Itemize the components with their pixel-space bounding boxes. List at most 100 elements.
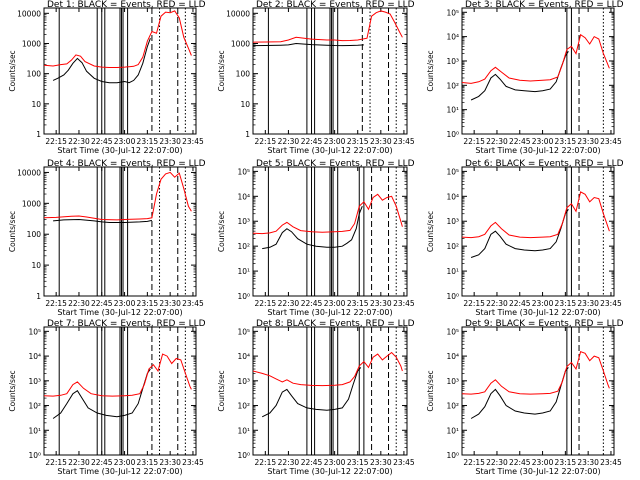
- x-tick-label: 22:45: [301, 299, 323, 308]
- series-lld-line: [44, 353, 192, 397]
- x-axis-label: Start Time (30-Jul-12 22:07:00): [267, 467, 392, 476]
- x-tick-label: 23:15: [137, 299, 159, 308]
- plot-frame: [461, 166, 615, 297]
- x-tick-label: 22:45: [509, 299, 531, 308]
- panel-det-4: Det 4: BLACK = Events, RED = LLD 1 10 100 10…: [8, 159, 206, 317]
- x-tick-label: 23:45: [600, 137, 622, 146]
- series-lld-line: [44, 10, 192, 68]
- x-tick-label: 22:45: [91, 458, 113, 467]
- x-tick-label: 22:30: [278, 137, 300, 146]
- y-tick-label: 10¹: [446, 267, 459, 276]
- y-tick-label: 10³: [446, 57, 459, 66]
- y-tick-label: 10⁰: [237, 292, 250, 301]
- panel-det-5: Det 5: BLACK = Events, RED = LLD 10⁰ 10¹ 10…: [217, 159, 415, 317]
- y-tick-label: 10⁰: [446, 292, 459, 301]
- panel-title: Det 8: BLACK = Events, RED = LLD: [256, 319, 415, 329]
- panel-det-3: Det 3: BLACK = Events, RED = LLD 10⁰ 10¹ 10…: [426, 0, 624, 155]
- y-tick-label: 10⁴: [237, 352, 250, 361]
- x-axis-label: Start Time (30-Jul-12 22:07:00): [57, 467, 182, 476]
- series-lld-line: [253, 193, 403, 235]
- x-tick-label: 23:30: [577, 458, 599, 467]
- x-tick-label: 23:30: [577, 299, 599, 308]
- x-tick-label: 22:30: [486, 299, 508, 308]
- y-tick-label: 10000: [226, 9, 250, 18]
- y-axis-label: Counts/sec: [426, 50, 435, 91]
- x-tick-label: 23:15: [347, 137, 369, 146]
- panel-det-7: Det 7: BLACK = Events, RED = LLD 10⁰ 10¹ 10…: [8, 319, 206, 476]
- y-tick-label: 10⁰: [446, 130, 459, 139]
- x-tick-label: 22:15: [45, 299, 67, 308]
- x-tick-label: 23:00: [324, 299, 346, 308]
- y-tick-label: 10: [31, 100, 41, 109]
- panel-det-8: Det 8: BLACK = Events, RED = LLD 10⁰ 10¹ 10…: [217, 319, 415, 476]
- y-tick-label: 10⁴: [446, 33, 459, 42]
- panel-title: Det 7: BLACK = Events, RED = LLD: [47, 319, 206, 329]
- panel-det-6: Det 6: BLACK = Events, RED = LLD 10⁰ 10¹ 10…: [426, 159, 624, 317]
- x-axis-label: Start Time (30-Jul-12 22:07:00): [57, 146, 182, 155]
- x-tick-label: 23:45: [600, 458, 622, 467]
- y-tick-label: 10⁴: [237, 192, 250, 201]
- x-tick-label: 23:30: [577, 137, 599, 146]
- series-lld-line: [253, 351, 403, 387]
- y-axis-label: Counts/sec: [426, 370, 435, 411]
- x-axis-label: Start Time (30-Jul-12 22:07:00): [267, 146, 392, 155]
- y-tick-label: 10⁴: [446, 192, 459, 201]
- y-tick-label: 10⁰: [237, 451, 250, 460]
- series-lld-line: [253, 10, 403, 43]
- y-tick-label: 10²: [446, 402, 459, 411]
- x-tick-label: 23:30: [370, 299, 392, 308]
- x-tick-label: 22:15: [463, 458, 485, 467]
- x-tick-label: 23:30: [370, 458, 392, 467]
- y-tick-label: 1000: [231, 39, 250, 48]
- y-tick-label: 10: [31, 261, 41, 270]
- y-tick-label: 10⁵: [237, 167, 250, 176]
- y-tick-label: 10²: [237, 402, 250, 411]
- x-axis-label: Start Time (30-Jul-12 22:07:00): [475, 146, 600, 155]
- y-tick-label: 100: [27, 70, 42, 79]
- panel-title: Det 6: BLACK = Events, RED = LLD: [465, 159, 624, 169]
- y-tick-label: 10¹: [446, 426, 459, 435]
- x-tick-label: 23:15: [347, 299, 369, 308]
- x-tick-label: 23:45: [182, 299, 204, 308]
- x-axis-label: Start Time (30-Jul-12 22:07:00): [267, 308, 392, 317]
- y-tick-label: 10²: [446, 81, 459, 90]
- x-tick-label: 22:45: [301, 458, 323, 467]
- x-tick-label: 23:00: [532, 458, 554, 467]
- y-axis-label: Counts/sec: [8, 50, 17, 91]
- panel-title: Det 2: BLACK = Events, RED = LLD: [256, 0, 415, 10]
- x-tick-label: 22:30: [68, 137, 90, 146]
- series-events-line: [52, 38, 151, 84]
- y-tick-label: 10²: [237, 242, 250, 251]
- x-tick-label: 22:45: [509, 137, 531, 146]
- series-events-line: [253, 42, 364, 47]
- x-tick-label: 23:45: [600, 299, 622, 308]
- panel-title: Det 9: BLACK = Events, RED = LLD: [465, 319, 624, 329]
- x-tick-label: 22:30: [68, 458, 90, 467]
- x-tick-label: 22:30: [486, 458, 508, 467]
- x-tick-label: 23:00: [532, 137, 554, 146]
- y-axis-label: Counts/sec: [217, 211, 226, 252]
- x-tick-label: 23:45: [393, 299, 415, 308]
- x-tick-label: 23:00: [114, 458, 136, 467]
- x-axis-label: Start Time (30-Jul-12 22:07:00): [57, 308, 182, 317]
- x-axis-label: Start Time (30-Jul-12 22:07:00): [475, 467, 600, 476]
- x-tick-label: 23:15: [555, 137, 577, 146]
- y-tick-label: 100: [236, 70, 251, 79]
- y-tick-label: 10³: [446, 217, 459, 226]
- x-tick-label: 23:00: [114, 299, 136, 308]
- y-tick-label: 100: [27, 230, 42, 239]
- x-tick-label: 22:30: [486, 137, 508, 146]
- x-tick-label: 23:45: [182, 137, 204, 146]
- panel-det-1: Det 1: BLACK = Events, RED = LLD 1 10 100 10…: [8, 0, 206, 155]
- x-tick-label: 22:15: [463, 137, 485, 146]
- x-tick-label: 23:45: [182, 458, 204, 467]
- series-events-line: [470, 367, 569, 419]
- y-tick-label: 10000: [17, 9, 41, 18]
- y-tick-label: 10³: [446, 377, 459, 386]
- y-tick-label: 10⁵: [446, 167, 459, 176]
- y-tick-label: 1: [36, 292, 41, 301]
- series-lld-line: [462, 191, 610, 239]
- x-tick-label: 22:45: [301, 137, 323, 146]
- x-tick-label: 22:30: [68, 299, 90, 308]
- y-tick-label: 10¹: [237, 426, 250, 435]
